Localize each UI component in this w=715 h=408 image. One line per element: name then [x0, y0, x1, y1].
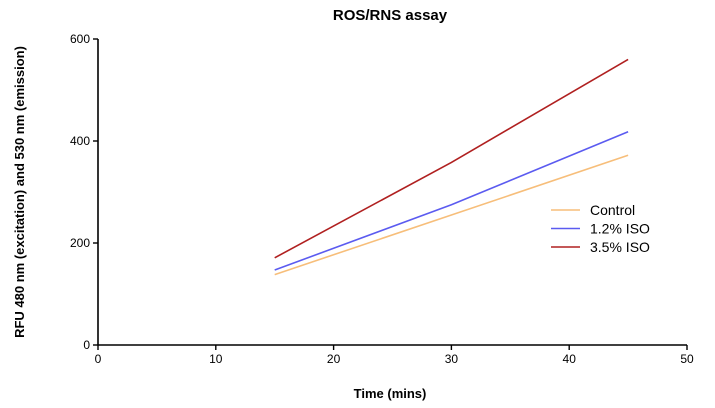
- y-tick-label: 600: [70, 32, 90, 46]
- series-layer: [274, 58, 629, 276]
- x-tick-label: 20: [327, 352, 341, 366]
- y-tick-label: 200: [70, 236, 90, 250]
- legend-label-1: Control: [590, 202, 635, 218]
- series-line-1: [274, 154, 629, 276]
- x-tick-label: 40: [563, 352, 577, 366]
- y-tick-label: 400: [70, 134, 90, 148]
- x-tick-label: 30: [445, 352, 459, 366]
- x-tick-label: 0: [95, 352, 102, 366]
- axes: 0 10 20 30 40 50 0 200 400 600: [70, 32, 694, 366]
- legend-label-2: 1.2% ISO: [590, 221, 650, 237]
- x-axis-label: Time (mins): [354, 386, 427, 401]
- x-tick-label: 50: [680, 352, 694, 366]
- y-tick-label: 0: [83, 338, 90, 352]
- x-tick-label: 10: [209, 352, 223, 366]
- chart-title: ROS/RNS assay: [333, 7, 448, 24]
- series-line-2: [274, 131, 629, 271]
- legend-label-3: 3.5% ISO: [590, 239, 650, 255]
- series-line-3: [274, 58, 629, 259]
- legend: Control 1.2% ISO 3.5% ISO: [551, 202, 650, 255]
- y-axis-label: RFU 480 nm (excitation) and 530 nm (emis…: [12, 46, 27, 338]
